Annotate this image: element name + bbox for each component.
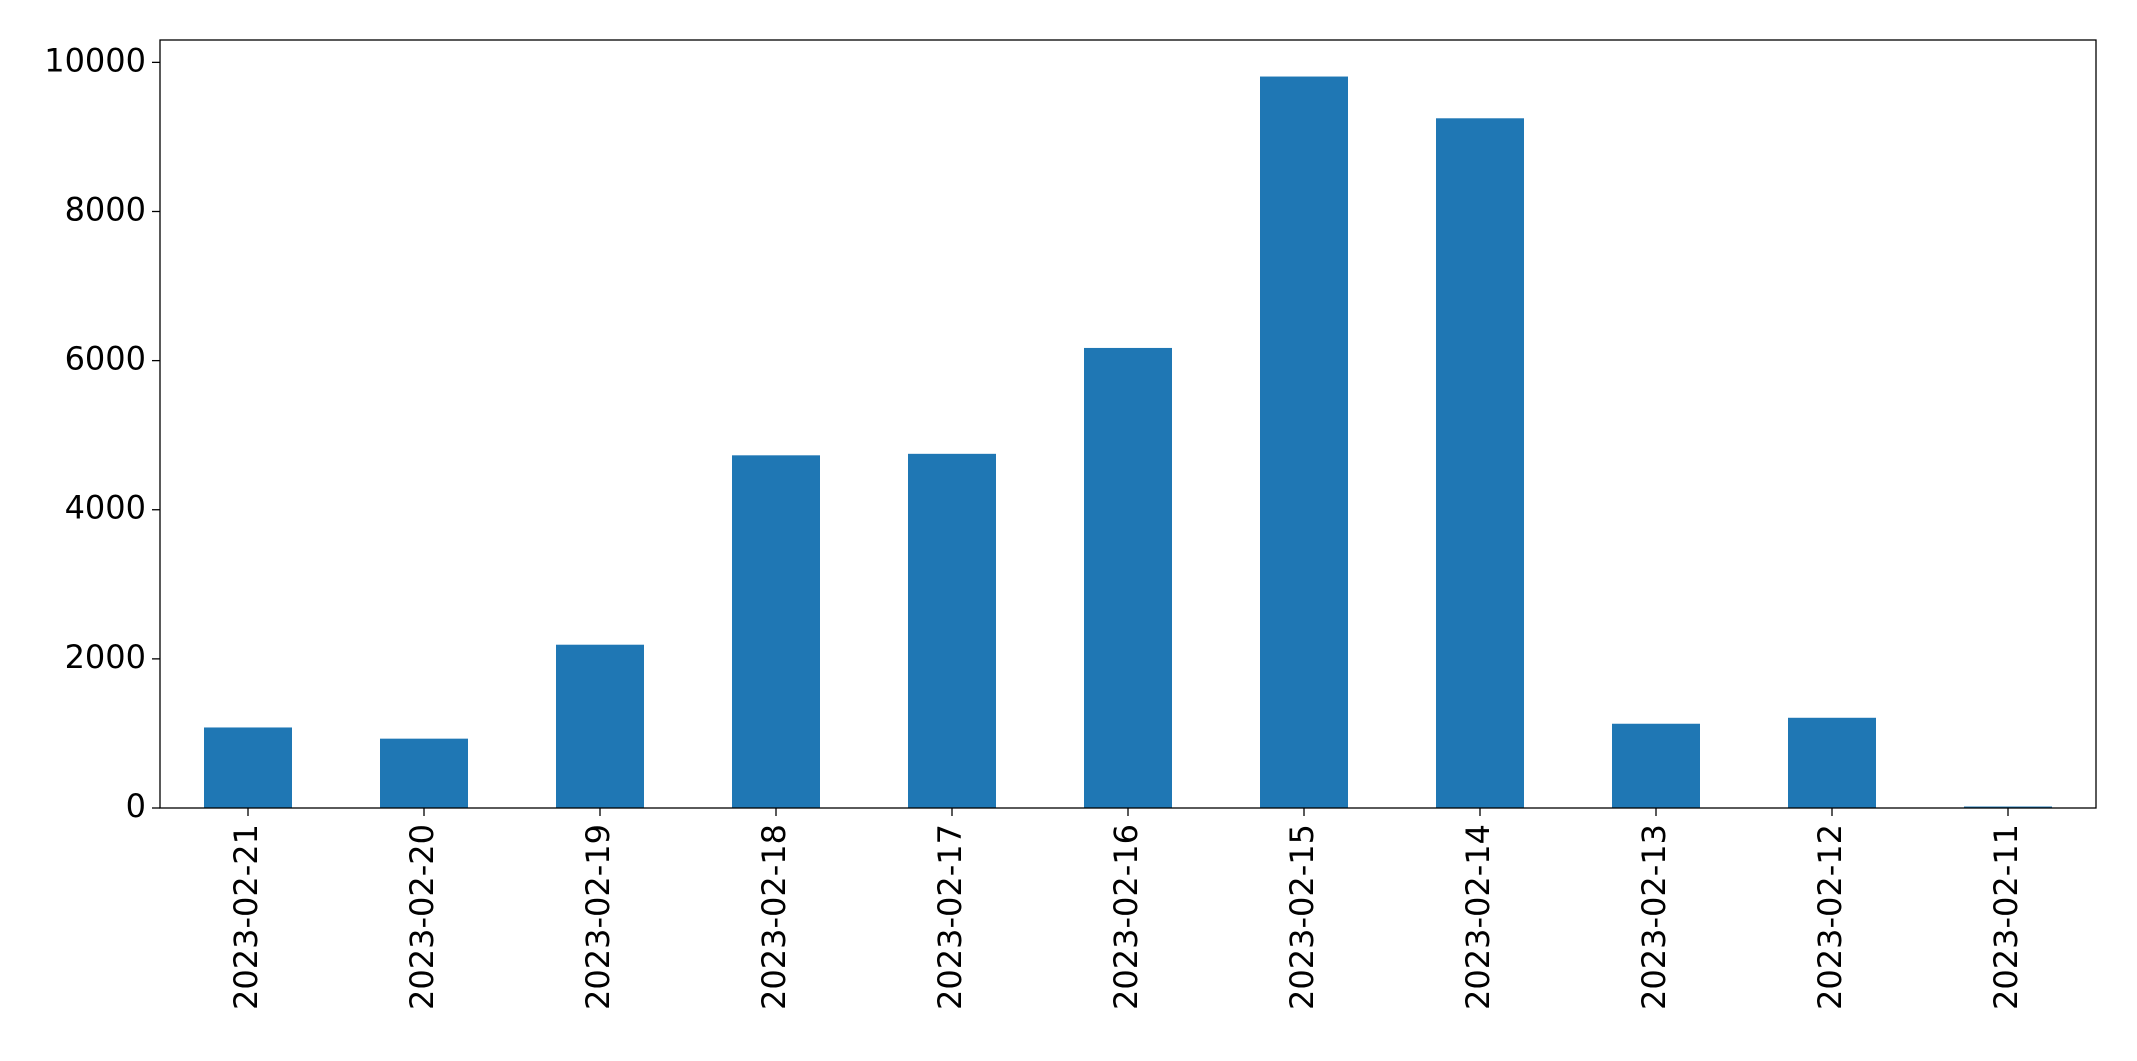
y-tick-label: 6000 (65, 340, 146, 378)
bar (380, 738, 468, 808)
x-tick-label: 2023-02-19 (579, 824, 617, 1010)
plot-frame (159, 39, 2097, 809)
bar (204, 727, 292, 808)
y-tick-label: 8000 (65, 190, 146, 228)
x-tick-label: 2023-02-11 (1987, 824, 2025, 1010)
bar (1436, 118, 1524, 808)
x-tick-label: 2023-02-18 (755, 824, 793, 1010)
x-tick-label: 2023-02-20 (403, 824, 441, 1010)
x-tick-label: 2023-02-16 (1107, 824, 1145, 1010)
bar (908, 453, 996, 808)
bar (1084, 347, 1172, 808)
bar (1788, 717, 1876, 808)
bar (1964, 806, 2052, 808)
x-tick-label: 2023-02-12 (1811, 824, 1849, 1010)
bar (732, 455, 820, 808)
y-tick-label: 10000 (44, 41, 146, 79)
bar (1612, 723, 1700, 808)
bar (556, 644, 644, 808)
y-tick-label: 0 (126, 787, 146, 825)
x-tick-label: 2023-02-21 (227, 824, 265, 1010)
x-tick-label: 2023-02-17 (931, 824, 969, 1010)
y-tick-label: 4000 (65, 489, 146, 527)
x-tick-label: 2023-02-15 (1283, 824, 1321, 1010)
x-tick-label: 2023-02-14 (1459, 824, 1497, 1010)
bar (1260, 76, 1348, 809)
x-tick-label: 2023-02-13 (1635, 824, 1673, 1010)
y-tick-label: 2000 (65, 638, 146, 676)
